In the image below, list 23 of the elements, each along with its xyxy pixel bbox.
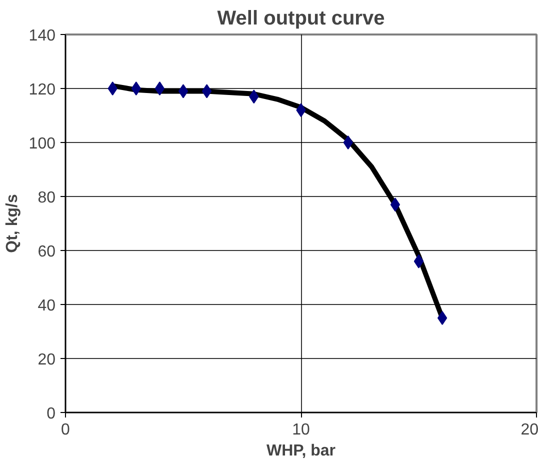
y-tick-label: 40: [38, 298, 56, 314]
point: [343, 136, 353, 150]
y-tick-label: 60: [38, 244, 56, 260]
y-tick-label: 20: [38, 352, 56, 368]
point: [414, 254, 424, 268]
point: [108, 82, 118, 96]
point: [154, 82, 165, 96]
x-tick-label: 20: [520, 422, 538, 438]
point: [390, 198, 400, 212]
y-tick-label: 80: [38, 190, 56, 206]
point: [202, 84, 212, 98]
point: [131, 82, 141, 96]
y-axis-title: Qt, kg/s: [4, 194, 21, 253]
y-tick-label: 140: [28, 28, 56, 44]
y-tick-label: 100: [28, 136, 56, 152]
chart-title: Well output curve: [217, 8, 385, 30]
y-tick-label: 0: [46, 406, 56, 422]
x-tick-label: 0: [61, 422, 70, 438]
point: [437, 311, 448, 325]
y-tick-label: 120: [28, 82, 56, 98]
x-axis-title: WHP, bar: [266, 442, 336, 460]
point: [178, 84, 188, 98]
x-tick-label: 10: [292, 422, 310, 438]
